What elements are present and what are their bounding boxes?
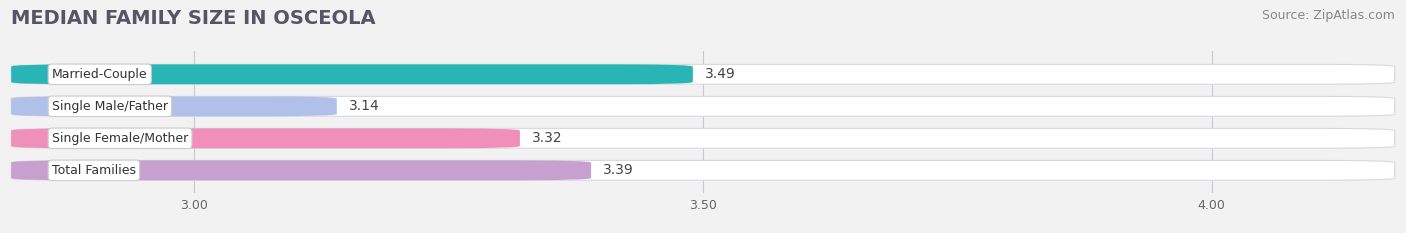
FancyBboxPatch shape <box>11 128 520 148</box>
FancyBboxPatch shape <box>11 64 1395 84</box>
Text: Single Female/Mother: Single Female/Mother <box>52 132 188 145</box>
Text: 3.14: 3.14 <box>349 99 380 113</box>
FancyBboxPatch shape <box>11 160 1395 180</box>
Text: Total Families: Total Families <box>52 164 136 177</box>
Text: MEDIAN FAMILY SIZE IN OSCEOLA: MEDIAN FAMILY SIZE IN OSCEOLA <box>11 9 375 28</box>
FancyBboxPatch shape <box>11 64 693 84</box>
Text: Source: ZipAtlas.com: Source: ZipAtlas.com <box>1261 9 1395 22</box>
Text: 3.32: 3.32 <box>531 131 562 145</box>
FancyBboxPatch shape <box>11 160 591 180</box>
Text: 3.39: 3.39 <box>603 163 634 177</box>
Text: 3.49: 3.49 <box>704 67 735 81</box>
FancyBboxPatch shape <box>11 128 1395 148</box>
Text: Single Male/Father: Single Male/Father <box>52 100 167 113</box>
FancyBboxPatch shape <box>11 96 1395 116</box>
Text: Married-Couple: Married-Couple <box>52 68 148 81</box>
FancyBboxPatch shape <box>11 96 337 116</box>
